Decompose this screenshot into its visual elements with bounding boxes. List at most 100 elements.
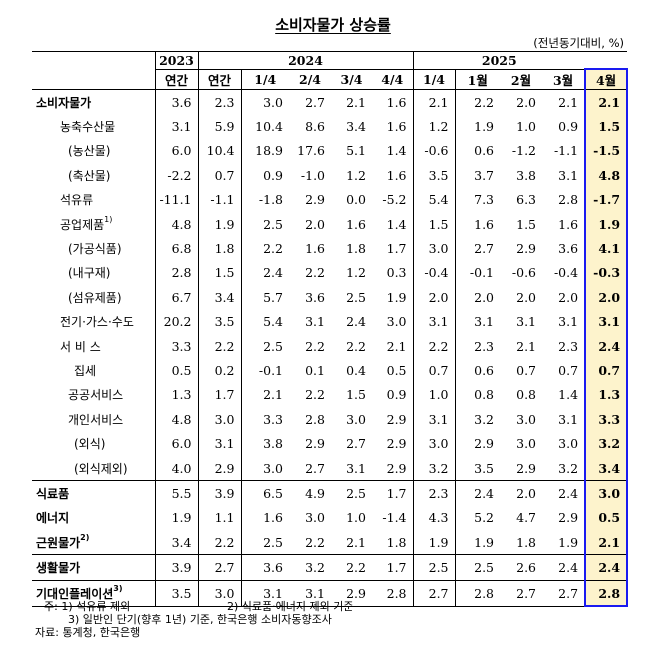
value-cell: 1.4 — [558, 387, 579, 403]
value-cell: 1.3 — [154, 382, 198, 408]
value-cell: 1.6 — [454, 211, 501, 237]
value-cell: 2.8 — [584, 579, 629, 608]
value-cell: 2.2 — [331, 554, 372, 581]
value-cell: 2.0 — [584, 285, 629, 310]
value-cell: 3.2 — [412, 455, 456, 481]
value-cell: 2.9 — [305, 436, 325, 452]
value-cell: 1.5 — [197, 260, 241, 286]
value-cell: 3.0 — [516, 436, 537, 452]
note-prefix: 주: — [44, 600, 62, 613]
value-cell: 5.4 — [240, 309, 289, 334]
value-cell: -0.6 — [412, 138, 456, 164]
row-label-text: (외식제외) — [74, 461, 128, 476]
value-cell: 3.4 — [197, 285, 241, 310]
value-cell: 2.1 — [240, 382, 289, 408]
value-cell: 2.1 — [386, 338, 407, 354]
value-cell: 3.4 — [346, 119, 366, 135]
value-cell: 2.3 — [454, 333, 501, 359]
value-cell: 2.5 — [331, 480, 372, 506]
value-cell: 2.9 — [386, 436, 407, 452]
value-cell: 0.5 — [154, 358, 198, 383]
value-cell: -1.4 — [382, 510, 407, 526]
value-cell: 1.7 — [197, 382, 241, 408]
value-cell: 1.7 — [386, 241, 407, 257]
value-cell: 5.5 — [154, 480, 198, 506]
value-cell: 2.3 — [412, 480, 456, 506]
value-cell: 3.3 — [240, 407, 289, 432]
year-2025: 2025 — [412, 51, 586, 70]
footnotes: 주: 1) 석유류 제외 2) 식료품·에너지 제외 기준 3) 일반인 단기(향… — [35, 600, 353, 639]
value-cell: 4.9 — [289, 480, 331, 506]
value-cell: 2.3 — [197, 89, 241, 115]
year-2023: 2023 — [154, 51, 198, 70]
value-cell: -0.3 — [584, 260, 629, 286]
value-cell: 1.0 — [346, 510, 366, 526]
value-cell: -1.1 — [553, 143, 579, 159]
value-cell: 3.6 — [558, 241, 579, 257]
row-label: (섬유제품) — [32, 285, 155, 309]
value-cell: -5.2 — [382, 192, 407, 208]
value-cell: -1.8 — [240, 187, 289, 212]
note-3: 3) 일반인 단기(향후 1년) 기준, 한국은행 소비자동향조사 — [68, 613, 332, 626]
row-label-text: 석유류 — [60, 193, 94, 208]
value-cell: 1.6 — [240, 505, 289, 531]
value-cell: 1.9 — [454, 530, 501, 555]
value-cell: 1.0 — [412, 382, 456, 408]
value-cell: 0.7 — [584, 358, 629, 383]
table-row: 에너지 1.9 1.1 1.6 3.0 1.0 -1.4 4.3 5.2 4.7 2.9 0.5 — [32, 505, 629, 531]
value-cell: 2.4 — [584, 333, 629, 359]
row-label: (가공식품) — [32, 236, 155, 260]
value-cell: 2.7 — [454, 236, 501, 261]
value-cell: 2.2 — [305, 534, 325, 550]
row-label-text: 에너지 — [36, 511, 70, 526]
value-cell: 0.7 — [558, 362, 579, 378]
value-cell: 2.7 — [197, 554, 241, 581]
table-row: 생활물가 3.9 2.7 3.6 3.2 2.2 1.7 2.5 2.5 2.6 2.4 2.4 — [32, 554, 629, 581]
value-cell: 6.3 — [516, 192, 537, 208]
source-text: 자료: 통계청, 한국은행 — [35, 626, 141, 639]
value-cell: 2.4 — [240, 260, 289, 286]
source-line: 자료: 통계청, 한국은행 — [35, 626, 332, 639]
value-cell: 0.7 — [516, 362, 537, 378]
value-cell: 2.2 — [454, 89, 501, 115]
period-header-row: 연간 연간 1/4 2/4 3/4 4/4 1/4 1월 2월 3월 4월 — [32, 68, 629, 90]
row-label-text: 근원물가 — [36, 535, 81, 550]
value-cell: 2.8 — [305, 411, 325, 427]
value-cell: 3.5 — [454, 455, 501, 481]
value-cell: 3.1 — [516, 314, 537, 330]
value-cell: 5.1 — [346, 143, 366, 159]
value-cell: 3.5 — [154, 579, 198, 607]
table-row: (축산물) -2.2 0.7 0.9 -1.0 1.2 1.6 3.5 3.7 3.8 3.1 4.8 — [32, 163, 629, 188]
value-cell: 2.9 — [516, 460, 537, 476]
value-cell: 2.5 — [412, 554, 456, 581]
row-label-text: (농산물) — [68, 144, 111, 159]
row-label: 집세 — [32, 358, 155, 382]
row-label-text: 공공서비스 — [68, 388, 124, 403]
value-cell: 1.6 — [386, 167, 407, 183]
value-cell: 4.8 — [154, 407, 198, 432]
row-label-text: 집세 — [74, 363, 97, 378]
value-cell: 3.1 — [346, 460, 366, 476]
value-cell: 3.0 — [516, 411, 537, 427]
value-cell: 2.9 — [386, 460, 407, 476]
value-cell: -1.5 — [584, 138, 629, 164]
value-cell: 2.2 — [197, 333, 241, 359]
value-cell: 1.5 — [516, 216, 537, 232]
row-label-text: 공업제품 — [60, 217, 105, 232]
value-cell: 2.5 — [240, 211, 289, 237]
col-2025-m2: 2월 — [500, 69, 543, 90]
value-cell: 3.8 — [516, 167, 537, 183]
value-cell: 4.3 — [412, 505, 456, 531]
col-2025-m4: 4월 — [584, 68, 629, 90]
row-label: 에너지 — [32, 506, 155, 530]
value-cell: 2.7 — [346, 436, 366, 452]
value-cell: 2.0 — [305, 216, 325, 232]
value-cell: 5.7 — [240, 285, 289, 310]
value-cell: 1.8 — [386, 534, 407, 550]
value-cell: 4.8 — [584, 163, 629, 188]
value-cell: 2.0 — [412, 285, 456, 310]
year-header-row: 2023 2024 2025 — [32, 51, 628, 90]
table-row: 석유류 -11.1 -1.1 -1.8 2.9 0.0 -5.2 5.4 7.3 6.3 2.8 -1… — [32, 187, 629, 212]
value-cell: 2.7 — [500, 579, 543, 607]
value-cell: 3.6 — [240, 554, 289, 581]
